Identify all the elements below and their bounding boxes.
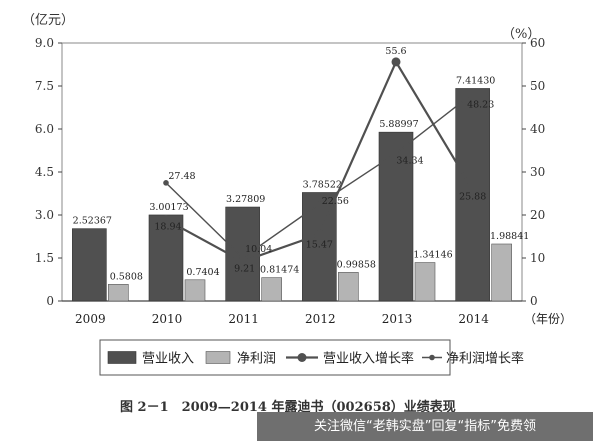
net-profit-growth-point-label: 27.48: [168, 171, 195, 182]
legend-swatch-revenue: [107, 351, 137, 364]
net-profit-growth-point-label: 34.34: [396, 155, 423, 166]
revenue-bar-label: 2.52367: [73, 216, 112, 227]
right-axis-tick-label: 20: [530, 208, 545, 222]
revenue-growth-point-label: 55.6: [385, 46, 406, 57]
revenue-growth-point: [468, 185, 478, 195]
left-axis-tick-label: 7.5: [35, 79, 54, 93]
right-axis-tick-label: 40: [530, 122, 545, 136]
revenue-growth-point-label: 9.21: [234, 263, 255, 274]
revenue-bar: [148, 214, 184, 302]
revenue-bar-label: 3.27809: [226, 194, 265, 205]
revenue-bar: [455, 88, 490, 302]
net-profit-bar-label: 1.34146: [413, 250, 452, 261]
revenue-bar-label: 3.00173: [149, 202, 188, 213]
legend-marker-revenue-growth: [297, 353, 307, 362]
right-axis-unit: （%）: [502, 27, 540, 42]
legend-label-revenue: 营业收入: [142, 352, 194, 367]
net-profit-growth-point: [239, 255, 246, 261]
net-profit-growth-point: [163, 180, 169, 186]
net-profit-bar: [261, 277, 282, 302]
net-profit-growth-point-label: 10.04: [245, 244, 272, 255]
revenue-growth-point: [161, 215, 171, 225]
x-axis-label: （年份）: [524, 312, 572, 326]
net-profit-bar: [108, 284, 129, 302]
revenue-growth-point: [391, 57, 401, 67]
net-profit-growth-point: [469, 90, 476, 97]
legend-marker-net-profit-growth: [429, 354, 435, 361]
figure-caption: 图 2－1 2009—2014 年露迪书（002658）业绩表现: [120, 399, 456, 415]
net-profit-bar: [414, 262, 436, 302]
net-profit-bar-label: 0.7404: [186, 267, 219, 278]
left-axis-tick-label: 0: [46, 294, 54, 308]
net-profit-bar-label: 0.81474: [260, 265, 299, 276]
revenue-growth-point-label: 18.94: [154, 222, 181, 233]
legend-label-net-profit-growth: 净利润增长率: [446, 351, 524, 367]
right-axis-tick-label: 0: [530, 294, 538, 308]
net-profit-growth-point: [393, 150, 399, 157]
right-axis-tick-label: 30: [530, 165, 545, 179]
plot-frame: [61, 42, 523, 302]
x-tick-label: 2014: [458, 312, 489, 326]
x-tick-label: 2010: [152, 312, 183, 326]
net-profit-growth-point-label: 48.23: [467, 100, 494, 111]
left-axis-tick-label: 1.5: [35, 251, 54, 265]
revenue-growth-point-label: 15.47: [306, 239, 333, 250]
left-axis-tick-label: 6.0: [35, 122, 54, 136]
net-profit-growth-point: [316, 201, 323, 207]
x-tick-label: 2011: [228, 312, 259, 326]
net-profit-growth-point-label: 22.56: [322, 196, 349, 207]
net-profit-bar: [491, 243, 512, 302]
right-axis-tick-label: 10: [530, 251, 545, 265]
legend-label-net-profit: 净利润: [237, 352, 276, 367]
revenue-growth-point-label: 25.88: [459, 192, 486, 203]
x-tick-label: 2013: [382, 312, 413, 326]
legend-box: [99, 339, 451, 376]
net-profit-bar: [184, 279, 206, 302]
x-tick-label: 2009: [75, 312, 106, 326]
net-profit-bar: [338, 272, 359, 302]
net-profit-bar-label: 1.98841: [490, 231, 529, 242]
revenue-bar-label: 3.78522: [303, 179, 342, 190]
revenue-bar-label: 7.41430: [456, 75, 495, 86]
right-axis-tick-label: 60: [530, 36, 545, 50]
net-profit-bar-label: 0.5808: [110, 271, 143, 282]
right-axis-tick-label: 50: [530, 79, 545, 93]
revenue-bar-label: 5.88997: [379, 119, 418, 130]
revenue-growth-point: [314, 229, 324, 239]
left-axis-tick-label: 9.0: [35, 36, 54, 50]
legend-label-revenue-growth: 营业收入增长率: [323, 351, 414, 367]
x-tick-label: 2012: [305, 312, 336, 326]
revenue-bar: [72, 228, 107, 302]
watermark-banner: 关注微信“老韩实盘”回复“指标”免费领: [257, 412, 593, 441]
left-axis-tick-label: 3.0: [35, 208, 54, 222]
net-profit-bar-label: 0.99858: [337, 259, 376, 270]
left-axis-tick-label: 4.5: [35, 165, 54, 179]
legend-swatch-net-profit: [205, 351, 231, 364]
left-axis-unit: （亿元）: [22, 13, 74, 28]
